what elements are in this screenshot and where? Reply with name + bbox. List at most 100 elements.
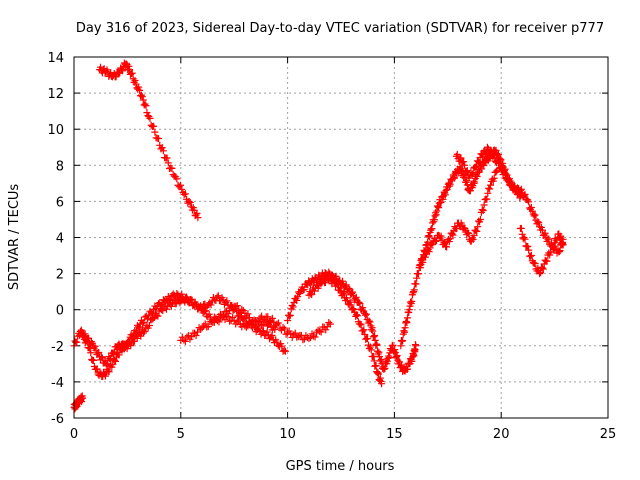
data-point [365,317,373,325]
data-point [486,185,494,193]
data-point [432,211,440,219]
data-point [494,159,502,167]
data-point [425,232,433,240]
data-point [138,93,146,101]
y-tick-label: 2 [56,268,64,283]
data-point [85,344,93,352]
data-point [159,307,167,315]
data-point [366,318,374,326]
data-point [207,301,215,309]
data-point [168,164,176,172]
data-point [326,273,334,281]
data-point [255,318,263,326]
data-point [450,173,458,181]
data-point [375,370,383,378]
data-point [268,331,276,339]
data-point [131,77,139,85]
data-point [531,211,539,219]
data-point [141,100,149,108]
data-point [294,333,302,341]
data-point [524,243,532,251]
data-point [140,101,148,109]
data-point [289,303,297,311]
data-point [473,227,481,235]
data-point [480,201,488,209]
data-point [507,178,515,186]
data-point [181,294,189,302]
data-point [314,284,322,292]
data-points [70,59,567,413]
data-point [468,171,476,179]
data-point [479,206,487,214]
data-point [470,232,478,240]
data-point [521,235,529,243]
data-point [557,235,565,243]
data-point [425,248,433,256]
data-point [435,204,443,212]
data-point [559,241,567,249]
data-point [385,352,393,360]
data-point [490,174,498,182]
data-point [472,162,480,170]
data-point [167,302,175,310]
data-point [233,307,241,315]
data-point [326,320,334,328]
data-point [316,327,324,335]
data-point [119,67,127,75]
data-point [410,288,418,296]
data-point [240,315,248,323]
data-point [185,197,193,205]
data-point [330,276,338,284]
data-point [124,337,132,345]
data-point [443,243,451,251]
data-point [404,314,412,322]
data-point [215,318,223,326]
data-point [541,229,549,237]
data-point [126,66,134,74]
data-point [537,269,545,277]
data-point [434,203,442,211]
data-point [357,321,365,329]
data-point [425,233,433,241]
y-tick-label: -4 [51,376,64,391]
data-point [125,338,133,346]
data-point [178,290,186,298]
data-point [451,174,459,182]
y-tick-label: 4 [56,232,64,247]
data-point [378,380,386,388]
data-point [391,346,399,354]
data-point [475,159,483,167]
y-tick-label: 12 [47,87,64,102]
data-point [364,335,372,343]
data-point [255,324,263,332]
data-point [393,353,401,361]
data-point [79,394,87,402]
data-point [427,226,435,234]
data-point [157,302,165,310]
x-tick-label: 25 [600,427,617,442]
data-point [471,179,479,187]
y-tick-label: 6 [56,195,64,210]
data-point [136,86,144,94]
data-point [439,195,447,203]
data-point [546,251,554,259]
data-point [538,264,546,272]
data-point [235,316,243,324]
data-point [399,337,407,345]
data-point [339,277,347,285]
data-point [132,329,140,337]
data-point [101,372,109,380]
data-point [494,156,502,164]
data-point [167,296,175,304]
data-point [273,338,281,346]
data-point [140,329,148,337]
data-point [159,147,167,155]
data-point [372,362,380,370]
data-point [535,219,543,227]
data-point [353,312,361,320]
data-point [111,357,119,365]
data-point [410,286,418,294]
data-point [486,147,494,155]
data-point [365,344,373,352]
data-point [415,270,423,278]
